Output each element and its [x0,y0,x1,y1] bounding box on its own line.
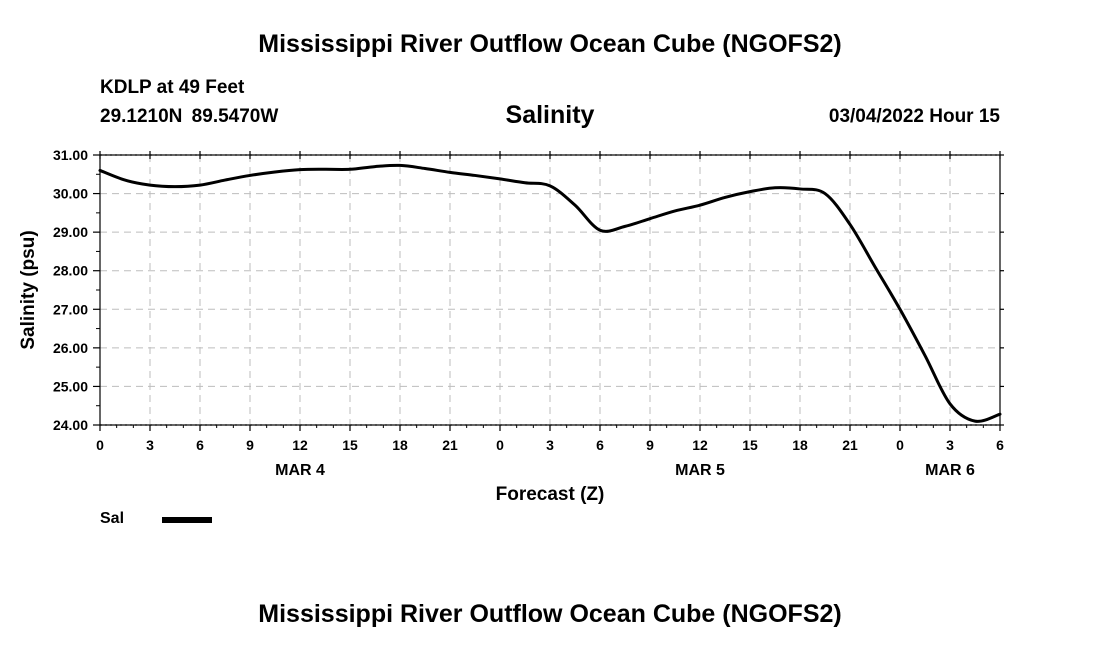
y-tick-label: 26.00 [53,340,88,356]
y-tick-label: 28.00 [53,263,88,279]
x-tick-label: 6 [996,437,1004,453]
series-layer [98,163,1002,423]
x-date-label: MAR 6 [925,462,975,479]
x-tick-label: 21 [442,437,458,453]
x-tick-label: 15 [742,437,758,453]
x-tick-label: 6 [596,437,604,453]
x-tick-label: 9 [246,437,254,453]
x-axis-title: Forecast (Z) [496,484,605,505]
y-tick-label: 25.00 [53,378,88,394]
y-tick-label: 24.00 [53,417,88,433]
axis-labels: 31.00 30.00 29.00 28.00 27.00 26.00 25.00 24.00… [53,147,1004,479]
grid-lines [100,154,1000,426]
x-tick-label: 18 [392,437,408,453]
station-label: KDLP at 49 Feet [100,77,245,98]
x-tick-label: 0 [496,437,504,453]
x-tick-label: 21 [842,437,858,453]
x-tick-label: 12 [692,437,708,453]
x-tick-label: 15 [342,437,358,453]
x-date-label: MAR 4 [275,462,325,479]
footer-title: Mississippi River Outflow Ocean Cube (NG… [258,600,842,628]
legend-swatch [162,517,212,523]
station-coordinates: 29.1210N 89.5470W [100,106,279,127]
x-tick-label: 18 [792,437,808,453]
y-tick-label: 31.00 [53,147,88,163]
parameter-title: Salinity [505,101,595,129]
y-axis-title: Salinity (psu) [18,230,39,349]
forecast-datetime: 03/04/2022 Hour 15 [828,106,1000,127]
y-tick-label: 30.00 [53,186,88,202]
x-tick-label: 3 [546,437,554,453]
x-tick-label: 3 [946,437,954,453]
series-line-sal [98,163,1002,423]
x-tick-label: 3 [146,437,154,453]
x-tick-label: 9 [646,437,654,453]
x-tick-label: 12 [292,437,308,453]
x-tick-label: 0 [896,437,904,453]
x-tick-label: 0 [96,437,104,453]
legend-label: Sal [100,510,125,527]
axis-ticks [93,151,1004,431]
y-tick-label: 27.00 [53,301,88,317]
x-date-label: MAR 5 [675,462,725,479]
y-tick-label: 29.00 [53,224,88,240]
chart-main-title: Mississippi River Outflow Ocean Cube (NG… [258,30,842,58]
x-tick-label: 6 [196,437,204,453]
